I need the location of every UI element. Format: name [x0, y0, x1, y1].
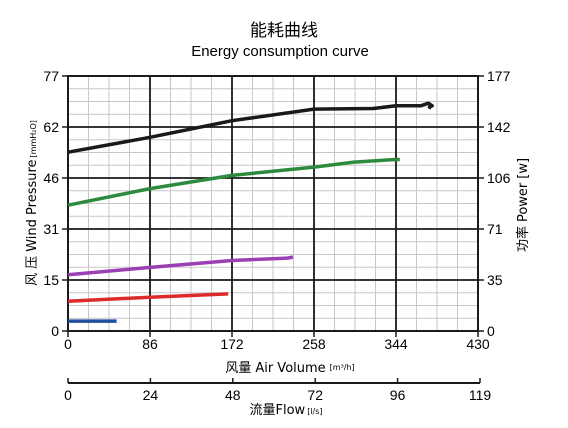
y2-tick-label: 177: [487, 68, 511, 84]
secondary-x-axis: 0 24 48 72 96 119: [64, 378, 491, 403]
series-lines: [67, 101, 434, 323]
series-line-3: [67, 255, 294, 277]
y2-tick-label: 71: [487, 221, 503, 237]
y2-tick-label: 35: [487, 272, 503, 288]
series-line-4: [67, 292, 229, 303]
y-tick-label: 77: [43, 68, 59, 84]
y2-tick-label: 142: [487, 119, 511, 135]
x2-tick-label: 24: [143, 387, 159, 403]
x2-tick-label: 48: [225, 387, 241, 403]
y-axis-label: 风 压Wind Pressure[mmH₂O]: [25, 120, 40, 286]
x-tick-label: 0: [64, 336, 72, 352]
x-tick-label: 430: [466, 336, 490, 352]
y-tick-label: 31: [43, 221, 59, 237]
x2-tick-label: 96: [390, 387, 406, 403]
x-tick-label: 258: [302, 336, 326, 352]
x-axis-label: 风量 Air Volume [m³/h]: [225, 361, 354, 376]
x-tick-label: 172: [220, 336, 244, 352]
x2-axis-label: 流量Flow [l/s]: [249, 403, 322, 418]
y2-tick-label: 0: [487, 323, 495, 339]
x2-tick-label: 119: [469, 387, 492, 403]
grid: [67, 75, 479, 332]
y-tick-label: 0: [51, 323, 59, 339]
y-tick-label: 62: [43, 119, 59, 135]
chart-subtitle: Energy consumption curve: [191, 43, 369, 60]
y2-axis-label: 功率Power[w]: [515, 158, 531, 252]
x-tick-label: 344: [384, 336, 408, 352]
x2-tick-label: 72: [307, 387, 323, 403]
x2-tick-label: 0: [64, 387, 72, 403]
y2-tick-label: 106: [487, 170, 511, 186]
y-tick-label: 15: [43, 272, 59, 288]
y-tick-label: 46: [43, 170, 59, 186]
series-line-1: [67, 101, 434, 154]
chart-title-cn: 能耗曲线: [250, 21, 318, 41]
series-line-2: [67, 157, 400, 207]
x-tick-label: 86: [142, 336, 158, 352]
